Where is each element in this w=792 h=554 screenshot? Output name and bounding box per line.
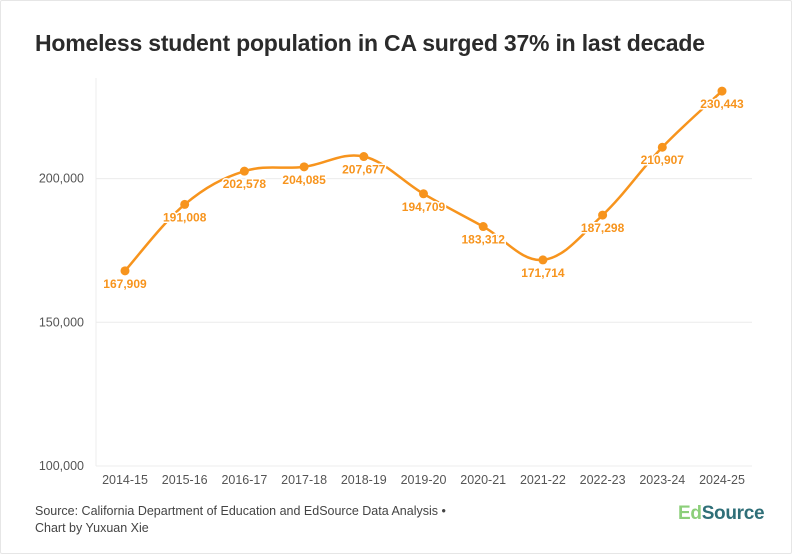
chart-credit: Chart by Yuxuan Xie (35, 521, 149, 535)
chart-title: Homeless student population in CA surged… (35, 30, 705, 56)
data-point (419, 189, 428, 199)
data-label: 230,443 (700, 97, 744, 111)
edsource-logo: EdSource (678, 503, 765, 525)
data-label: 204,085 (282, 173, 326, 187)
data-point (239, 166, 249, 176)
x-tick-label: 2016-17 (221, 473, 267, 487)
data-label: 171,714 (521, 266, 565, 280)
data-point (359, 152, 369, 162)
data-point (120, 266, 130, 276)
logo-part-ed: Ed (678, 503, 702, 524)
x-tick-label: 2021-22 (520, 473, 566, 487)
data-label: 167,909 (103, 277, 147, 291)
x-tick-label: 2015-16 (162, 473, 208, 487)
x-tick-label: 2024-25 (699, 473, 745, 487)
x-tick-label: 2018-19 (341, 473, 387, 487)
data-point (717, 86, 727, 96)
data-point (538, 255, 548, 265)
y-tick-label: 100,000 (39, 459, 84, 473)
logo-part-source: Source (701, 503, 765, 524)
data-label: 183,312 (462, 233, 506, 247)
data-point (598, 210, 608, 220)
source-note: Source: California Department of Educati… (35, 504, 446, 518)
series-line (123, 89, 724, 273)
data-point (657, 142, 667, 152)
data-label: 210,907 (641, 153, 685, 167)
data-label: 207,677 (342, 163, 386, 177)
data-label: 194,709 (402, 200, 446, 214)
data-label: 202,578 (223, 177, 267, 191)
data-point (180, 199, 190, 209)
data-label: 191,008 (163, 210, 207, 224)
x-tick-label: 2020-21 (460, 473, 506, 487)
x-tick-label: 2014-15 (102, 473, 148, 487)
data-point (478, 222, 488, 232)
x-tick-label: 2017-18 (281, 473, 327, 487)
x-tick-label: 2019-20 (401, 473, 447, 487)
y-tick-label: 200,000 (39, 172, 84, 186)
y-tick-label: 150,000 (39, 315, 84, 329)
x-tick-label: 2023-24 (639, 473, 685, 487)
data-label: 187,298 (581, 221, 625, 235)
data-point (299, 162, 309, 172)
x-tick-label: 2022-23 (580, 473, 626, 487)
chart-footer: Source: California Department of Educati… (35, 503, 446, 537)
